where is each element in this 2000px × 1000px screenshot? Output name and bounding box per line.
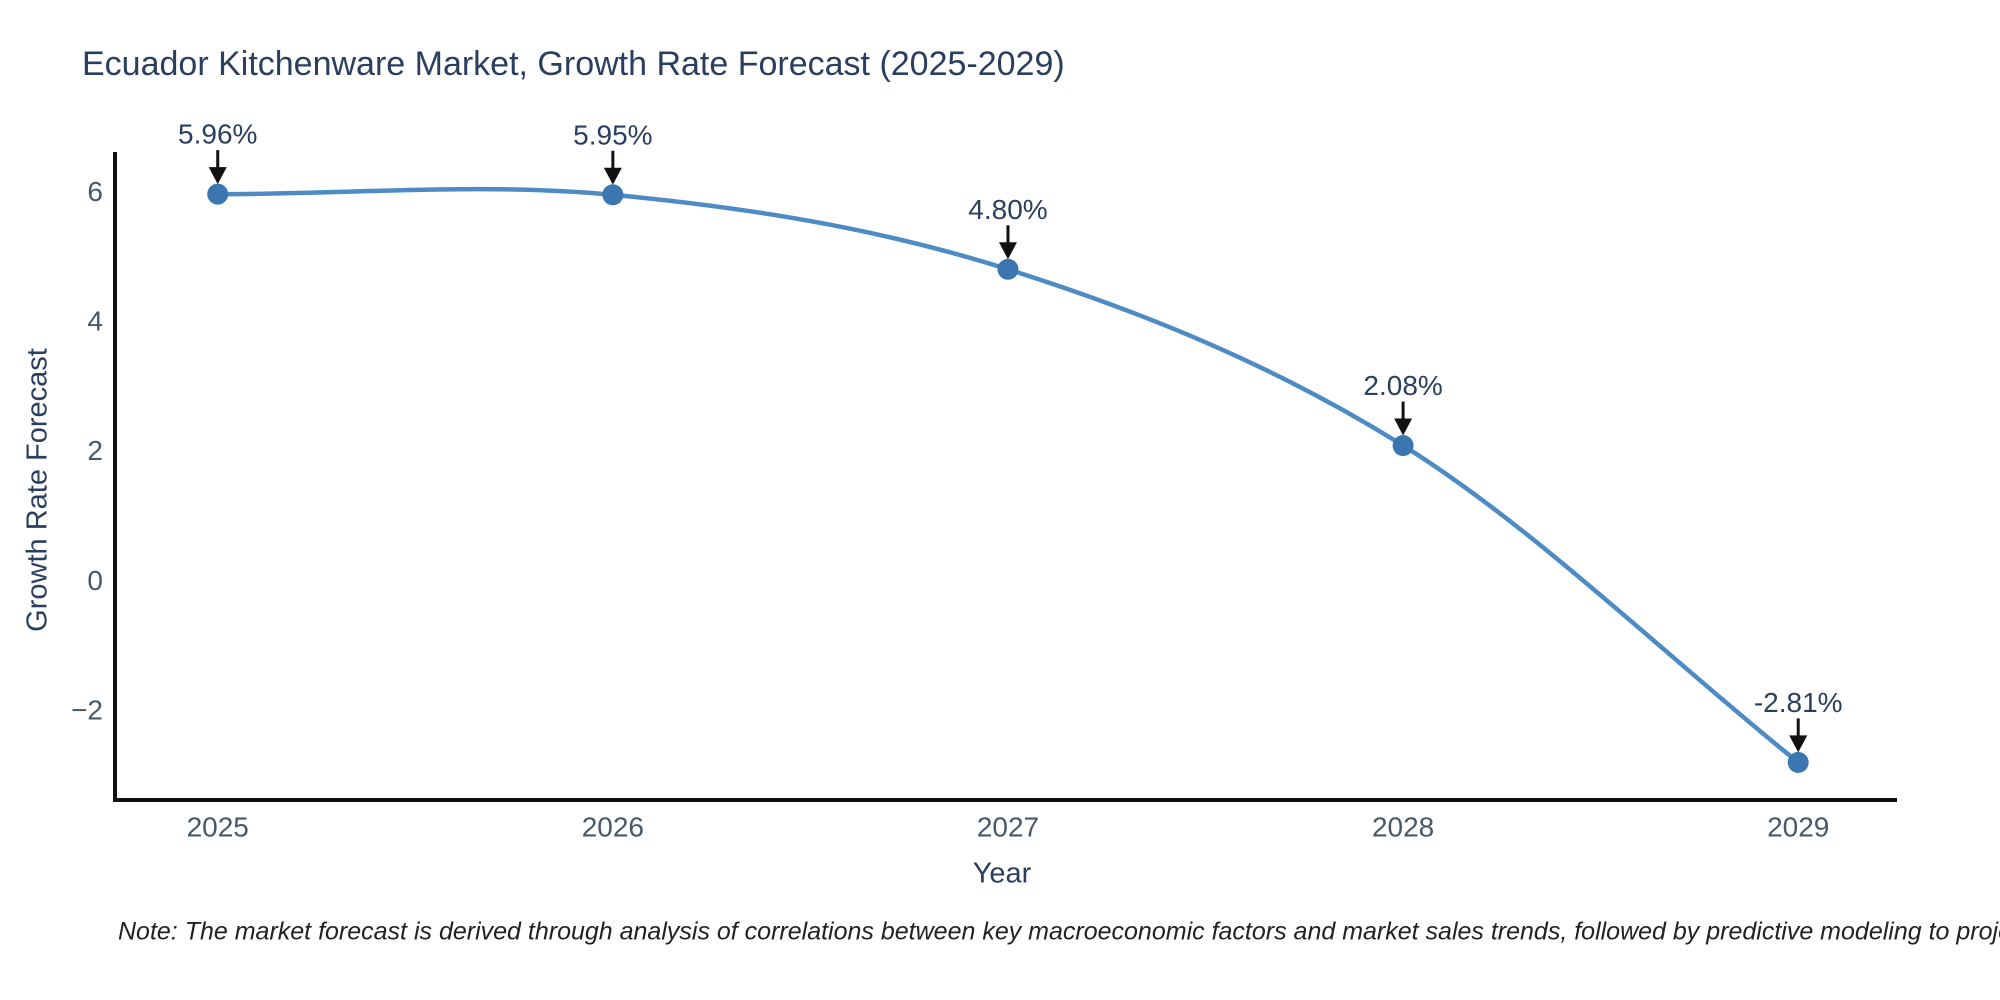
annotation-arrowhead	[603, 167, 622, 185]
annotation-arrowhead	[1789, 735, 1808, 753]
data-point-label: 2.08%	[1363, 370, 1442, 401]
y-axis-title: Growth Rate Forecast	[21, 348, 54, 632]
data-point-marker	[207, 183, 229, 205]
y-tick-label: −2	[71, 694, 103, 725]
footnote: Note: The market forecast is derived thr…	[118, 917, 2000, 946]
data-point-label: 4.80%	[968, 194, 1047, 225]
x-tick-label: 2026	[582, 812, 644, 843]
annotation-arrowhead	[998, 242, 1017, 260]
data-point-marker	[1392, 435, 1414, 457]
chart-title: Ecuador Kitchenware Market, Growth Rate …	[82, 45, 1065, 83]
data-point-label: 5.95%	[573, 119, 652, 150]
x-tick-label: 2029	[1767, 812, 1829, 843]
y-tick-label: 2	[87, 435, 103, 466]
data-point-label: -2.81%	[1754, 687, 1843, 718]
annotation-arrowhead	[1394, 418, 1413, 436]
x-axis-title: Year	[972, 857, 1032, 890]
data-point-marker	[1787, 751, 1809, 773]
data-point-label: 5.96%	[178, 119, 257, 150]
x-tick-label: 2028	[1372, 812, 1434, 843]
x-tick-label: 2025	[187, 812, 249, 843]
y-tick-label: 6	[87, 176, 103, 207]
annotation-arrowhead	[208, 167, 227, 185]
data-point-marker	[602, 184, 624, 206]
data-point-marker	[997, 258, 1019, 280]
y-tick-label: 4	[87, 306, 103, 337]
y-tick-label: 0	[87, 565, 103, 596]
x-tick-label: 2027	[977, 812, 1039, 843]
